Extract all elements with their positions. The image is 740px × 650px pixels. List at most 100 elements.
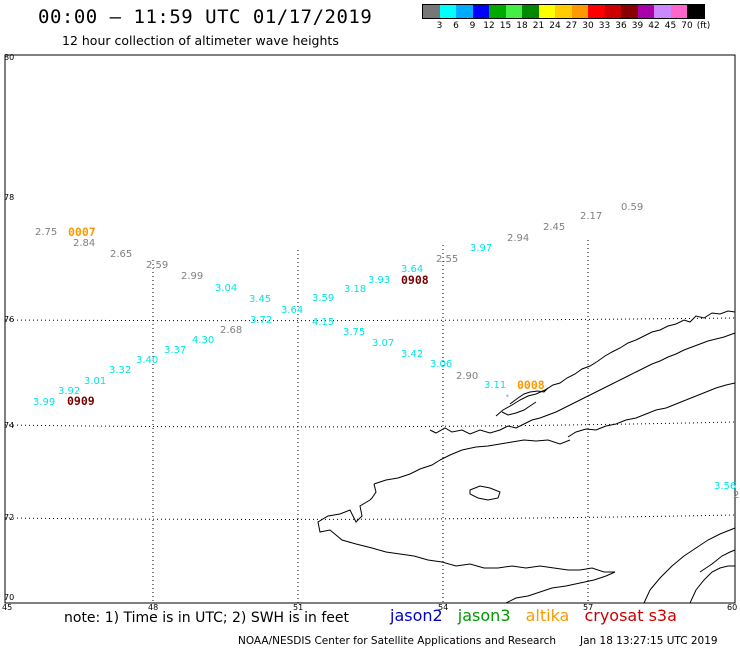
wave-height-value: 3.59 xyxy=(312,293,334,304)
legend-swatches xyxy=(422,4,705,19)
wave-height-value: 3.64 xyxy=(401,264,423,275)
satellite-cryosat-s3a: cryosat s3a xyxy=(584,606,677,625)
legend-label: 45 xyxy=(664,21,677,31)
wave-height-value: 2.99 xyxy=(181,271,203,282)
wave-height-value: 2.75 xyxy=(35,227,57,238)
wave-height-value: 2.65 xyxy=(110,249,132,260)
wave-height-value: 0.59 xyxy=(621,202,643,213)
pass-time-tag: 0908 xyxy=(401,273,429,287)
lat-label: 72 xyxy=(4,513,14,522)
legend-label: 9 xyxy=(469,21,476,31)
coastline xyxy=(317,310,736,604)
footer-note: note: 1) Time is in UTC; 2) SWH is in fe… xyxy=(64,610,350,626)
wave-height-value: 3.18 xyxy=(344,284,366,295)
legend-label: 70 xyxy=(681,21,693,31)
wave-height-value: 3.11 xyxy=(484,380,506,391)
generated-timestamp: Jan 18 13:27:15 UTC 2019 xyxy=(580,635,718,647)
wave-height-value: 2.55 xyxy=(436,254,458,265)
legend-swatch xyxy=(604,5,621,18)
wave-height-value: 2.17 xyxy=(580,211,602,222)
legend-swatch xyxy=(670,5,687,18)
wave-height-value: 3.45 xyxy=(249,294,271,305)
legend-swatch xyxy=(522,5,539,18)
lat-label: 70 xyxy=(4,593,14,602)
legend-swatch xyxy=(621,5,638,18)
wave-height-value: 2.84 xyxy=(73,238,95,249)
lon-label: 60 xyxy=(727,603,737,612)
pass-time-tag: 0008 xyxy=(517,378,545,392)
color-scale-legend: 3 6 9 12 15 18 21 24 27 30 33 36 39 42 45 70 (ft) xyxy=(422,4,711,33)
wave-height-value: 2 xyxy=(733,490,739,501)
lon-label: 57 xyxy=(583,603,593,612)
legend-label: 39 xyxy=(631,21,644,31)
wave-height-value: 2.68 xyxy=(220,325,242,336)
legend-swatch xyxy=(571,5,588,18)
wave-height-value: 3.97 xyxy=(470,243,492,254)
legend-swatch xyxy=(555,5,572,18)
wave-height-value: 2.45 xyxy=(543,222,565,233)
wave-height-value: 3.93 xyxy=(368,275,390,286)
wave-height-value: 3.40 xyxy=(136,355,158,366)
legend-label: 6 xyxy=(453,21,459,31)
wave-height-observations: 2.75 2.84 2.65 2.59 2.99 3.04 3.45 3.64 3.72 3.59… xyxy=(33,202,739,501)
legend-swatch xyxy=(456,5,473,18)
legend-label: (ft) xyxy=(696,21,711,31)
latitude-labels: 80 78 76 74 72 70 xyxy=(4,53,14,602)
page-subtitle: 12 hour collection of altimeter wave hei… xyxy=(62,33,339,48)
legend-label: 36 xyxy=(615,21,627,31)
pass-time-tags: 0007 0908 0909 0008 xyxy=(67,225,545,408)
legend-swatch xyxy=(588,5,605,18)
wave-height-value: 3.72 xyxy=(250,315,272,326)
lon-label: 48 xyxy=(148,603,158,612)
legend-swatch xyxy=(423,5,440,18)
lat-label: 78 xyxy=(4,193,14,202)
legend-swatch xyxy=(439,5,456,18)
legend-label: 3 xyxy=(436,21,443,31)
pass-time-tag: 0007 xyxy=(68,225,96,239)
credit-line: NOAA/NESDIS Center for Satellite Applica… xyxy=(238,635,556,647)
wave-height-value: 3.42 xyxy=(401,349,423,360)
wave-height-value: 3.07 xyxy=(372,338,394,349)
wave-height-value: 4.30 xyxy=(192,335,214,346)
wave-height-value: 3.56 xyxy=(714,481,736,492)
wave-height-value: 3.06 xyxy=(430,359,452,370)
map-frame xyxy=(4,54,736,604)
pass-time-tag: 0909 xyxy=(67,394,95,408)
page-title: 00:00 – 11:59 UTC 01/17/2019 xyxy=(38,6,373,28)
legend-label: 30 xyxy=(582,21,594,31)
legend-label: 18 xyxy=(516,21,528,31)
legend-swatch xyxy=(489,5,506,18)
wave-height-value: 3.37 xyxy=(164,345,186,356)
wave-height-value: 3.64 xyxy=(281,305,303,316)
track-marker: • xyxy=(505,392,510,401)
legend-swatch xyxy=(637,5,654,18)
satellite-key: jason2 jason3 altika cryosat s3a xyxy=(390,606,687,625)
satellite-altika: altika xyxy=(525,606,570,625)
legend-label: 42 xyxy=(648,21,660,31)
legend-swatch xyxy=(505,5,522,18)
wave-height-value: 2.90 xyxy=(456,371,478,382)
legend-label: 33 xyxy=(598,21,611,31)
wave-height-value: 3.01 xyxy=(84,376,106,387)
wave-height-value: 3.92 xyxy=(58,386,80,397)
satellite-jason2: jason2 xyxy=(390,606,443,625)
legend-label: 21 xyxy=(532,21,545,31)
lat-label: 80 xyxy=(4,53,14,62)
legend-labels: 3 6 9 12 15 18 21 24 27 30 33 36 39 42 45 70 (ft) xyxy=(422,19,711,33)
wave-height-value: 4.15 xyxy=(312,317,334,328)
wave-height-value: 3.99 xyxy=(33,397,55,408)
satellite-jason3: jason3 xyxy=(457,606,511,625)
legend-swatch xyxy=(687,5,704,18)
wave-height-value: 3.04 xyxy=(215,283,237,294)
legend-label: 27 xyxy=(565,21,578,31)
wave-height-value: 3.32 xyxy=(109,365,131,376)
legend-label: 24 xyxy=(549,21,561,31)
legend-swatch xyxy=(654,5,671,18)
legend-label: 12 xyxy=(483,21,495,31)
legend-swatch xyxy=(538,5,555,18)
legend-label: 15 xyxy=(499,21,512,31)
wave-height-value: 2.59 xyxy=(146,260,168,271)
legend-swatch xyxy=(472,5,489,18)
longitude-labels: 45 48 51 54 57 60 xyxy=(2,603,737,612)
